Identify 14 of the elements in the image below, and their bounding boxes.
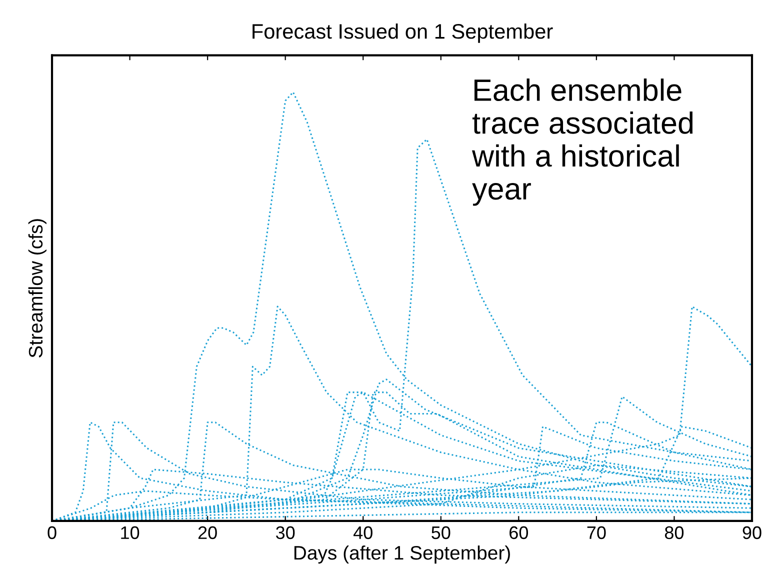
x-axis-title: Days (after 1 September)	[294, 545, 510, 564]
x-tick-label: 70	[587, 526, 606, 540]
x-tick-label: 0	[48, 526, 56, 540]
annotation: Each ensemble trace associated with a historical year	[472, 78, 693, 206]
x-tick-label: 60	[510, 526, 528, 540]
x-tick-label: 50	[432, 526, 450, 540]
chart-title: Forecast Issued on 1 September	[252, 24, 553, 43]
x-tick-label: 30	[276, 526, 295, 540]
y-axis-title: Streamflow (cfs)	[28, 219, 46, 358]
x-tick-label: 10	[121, 526, 140, 540]
x-tick-label: 80	[664, 526, 684, 540]
x-tick-label: 20	[198, 526, 217, 540]
x-tick-label: 40	[353, 526, 372, 540]
x-tick-label: 90	[742, 526, 762, 540]
